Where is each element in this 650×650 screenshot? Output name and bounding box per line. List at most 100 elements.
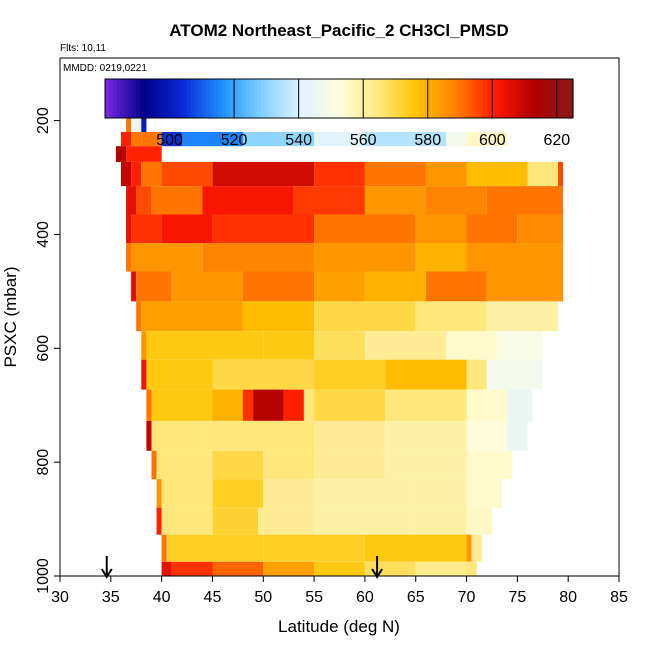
heatmap-cell bbox=[166, 534, 264, 562]
heatmap-cell bbox=[171, 271, 243, 302]
colorbar-swatch bbox=[151, 79, 157, 118]
colorbar-swatch bbox=[370, 79, 375, 118]
colorbar-swatch bbox=[225, 79, 231, 118]
colorbar-swatch bbox=[405, 79, 410, 118]
colorbar-swatch bbox=[498, 79, 504, 118]
x-tick-label: 40 bbox=[153, 589, 171, 606]
colorbar-swatch bbox=[420, 79, 426, 118]
colorbar-tick-label: 520 bbox=[221, 132, 248, 149]
colorbar-swatch bbox=[140, 79, 145, 118]
colorbar-swatch bbox=[397, 79, 402, 118]
heatmap-cell bbox=[314, 359, 386, 390]
colorbar-swatch bbox=[194, 79, 200, 118]
heatmap-cell bbox=[136, 301, 142, 332]
colorbar-tick-label: 560 bbox=[350, 132, 377, 149]
colorbar-swatch bbox=[112, 79, 118, 118]
heatmap-cell bbox=[202, 186, 294, 215]
heatmap-cell bbox=[385, 389, 467, 421]
heatmap-cell bbox=[314, 331, 365, 360]
heatmap-cell bbox=[161, 561, 172, 576]
colorbar-swatch bbox=[459, 79, 465, 118]
flights-annotation: Flts: 10,11 bbox=[60, 43, 106, 54]
colorbar-tick-label: 620 bbox=[544, 132, 571, 149]
colorbar-swatch bbox=[514, 79, 519, 118]
heatmap-cell bbox=[314, 271, 365, 302]
y-axis-label: PSXC (mbar) bbox=[1, 266, 20, 367]
flight-arrow bbox=[100, 556, 113, 579]
heatmap-cell bbox=[425, 271, 487, 302]
heatmap-cell bbox=[141, 161, 162, 187]
heatmap-cell bbox=[314, 389, 386, 421]
heatmap-cell bbox=[466, 132, 508, 147]
colorbar-swatch bbox=[307, 79, 313, 118]
heatmap-cells bbox=[115, 100, 564, 576]
colorbar-swatch bbox=[381, 79, 387, 118]
heatmap-cell bbox=[466, 534, 472, 562]
colorbar-swatch bbox=[253, 79, 258, 118]
heatmap-cell bbox=[212, 161, 315, 187]
colorbar-swatch bbox=[300, 79, 305, 118]
colorbar-swatch bbox=[432, 79, 438, 118]
colorbar-swatch bbox=[159, 79, 165, 118]
heatmap-cell bbox=[446, 331, 497, 360]
heatmap-cell bbox=[466, 420, 508, 451]
colorbar-swatch bbox=[502, 79, 508, 118]
x-tick-label: 30 bbox=[51, 589, 69, 606]
heatmap-cell bbox=[131, 271, 137, 302]
heatmap-cell bbox=[131, 132, 142, 147]
heatmap-cell bbox=[415, 132, 447, 147]
heatmap-cell bbox=[212, 214, 315, 243]
heatmap-cell bbox=[141, 301, 243, 332]
colorbar-swatch bbox=[186, 79, 192, 118]
heatmap-cell bbox=[126, 214, 132, 243]
colorbar-swatch bbox=[401, 79, 406, 118]
colorbar-swatch bbox=[284, 79, 289, 118]
colorbar-swatch bbox=[541, 79, 547, 118]
heatmap-cell bbox=[486, 359, 543, 390]
heatmap-cell bbox=[364, 534, 467, 562]
colorbar-swatch bbox=[171, 79, 176, 118]
heatmap-cell bbox=[466, 507, 492, 535]
colorbar-swatch bbox=[229, 79, 235, 118]
colorbar-swatch bbox=[471, 79, 477, 118]
colorbar-swatch bbox=[537, 79, 543, 118]
heatmap-cell bbox=[314, 479, 416, 508]
colorbar-swatch bbox=[424, 79, 430, 118]
colorbar-swatch bbox=[198, 79, 204, 118]
y-tick-label: 400 bbox=[35, 221, 52, 248]
colorbar-swatch bbox=[463, 79, 469, 118]
colorbar-swatch bbox=[210, 79, 215, 118]
heatmap-cell bbox=[126, 186, 137, 215]
heatmap-cell bbox=[131, 161, 142, 187]
heatmap-cell bbox=[151, 186, 203, 215]
x-tick-label: 80 bbox=[559, 589, 577, 606]
colorbar-swatch bbox=[339, 79, 344, 118]
heatmap-cell bbox=[466, 479, 503, 508]
colorbar-tick-label: 580 bbox=[414, 132, 441, 149]
heatmap-cell bbox=[466, 561, 477, 576]
heatmap-cell bbox=[146, 359, 213, 390]
heatmap-cell bbox=[115, 146, 127, 162]
heatmap-cell bbox=[263, 450, 315, 480]
heatmap-cell bbox=[314, 132, 365, 147]
colorbar-swatch bbox=[393, 79, 399, 118]
colorbar-swatch bbox=[264, 79, 270, 118]
heatmap-cell bbox=[263, 331, 315, 360]
x-tick-label: 35 bbox=[102, 589, 120, 606]
colorbar-swatch bbox=[346, 79, 352, 118]
flight-arrows bbox=[100, 556, 383, 579]
y-tick-label: 1000 bbox=[35, 558, 52, 594]
heatmap-cell bbox=[558, 161, 564, 187]
colorbar-swatch bbox=[249, 79, 254, 118]
heatmap-cell bbox=[136, 186, 152, 215]
heatmap-cell bbox=[151, 389, 213, 421]
colorbar-swatch bbox=[530, 79, 535, 118]
heatmap-cell bbox=[242, 132, 314, 147]
colorbar-swatch bbox=[163, 79, 168, 118]
colorbar-swatch bbox=[303, 79, 309, 118]
colorbar-swatch bbox=[495, 79, 500, 118]
colorbar-swatch bbox=[342, 79, 348, 118]
colorbar-swatch bbox=[409, 79, 414, 118]
x-tick-label: 50 bbox=[254, 589, 272, 606]
